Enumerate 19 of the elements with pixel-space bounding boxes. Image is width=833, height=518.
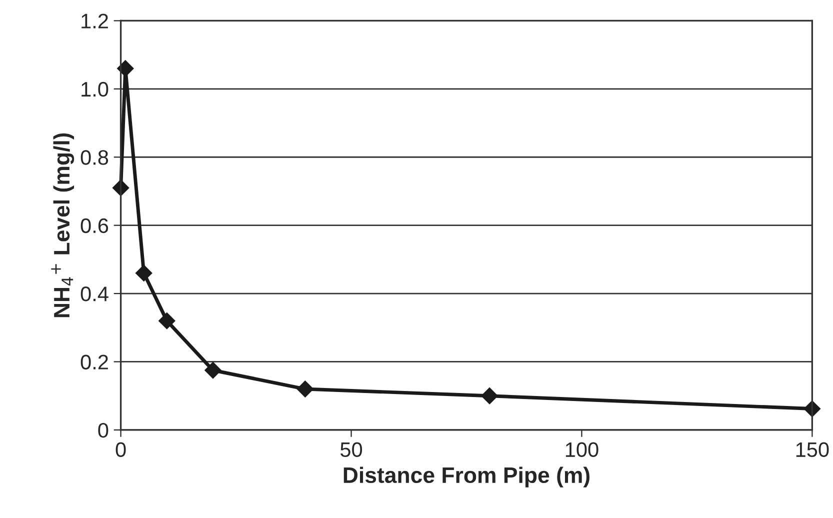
y-tick-label: 0.6 xyxy=(80,218,108,234)
y-tick-label: 1.2 xyxy=(82,14,108,28)
y-tick-label: 1.0 xyxy=(82,82,108,97)
x-tick-label: 100 xyxy=(566,442,598,458)
point xyxy=(204,362,222,379)
y-tick-label: 0 xyxy=(98,422,108,438)
y-tick-label: 0.4 xyxy=(80,286,108,302)
point xyxy=(117,60,134,77)
y-tick-label: 0.2 xyxy=(80,354,108,370)
y-tick-label: 0.8 xyxy=(80,150,108,165)
point xyxy=(296,380,314,398)
y-axis-title: NH$_{4}$$^{+}$ Level (mg/l) xyxy=(51,133,74,318)
x-tick-label: 150 xyxy=(796,442,829,458)
point xyxy=(481,387,498,404)
point xyxy=(135,264,152,282)
x-axis-title: Distance From Pipe (m) xyxy=(344,466,590,488)
x-tick-label: 50 xyxy=(340,442,362,458)
x-tick-label: 0 xyxy=(116,442,126,458)
point xyxy=(158,312,176,330)
